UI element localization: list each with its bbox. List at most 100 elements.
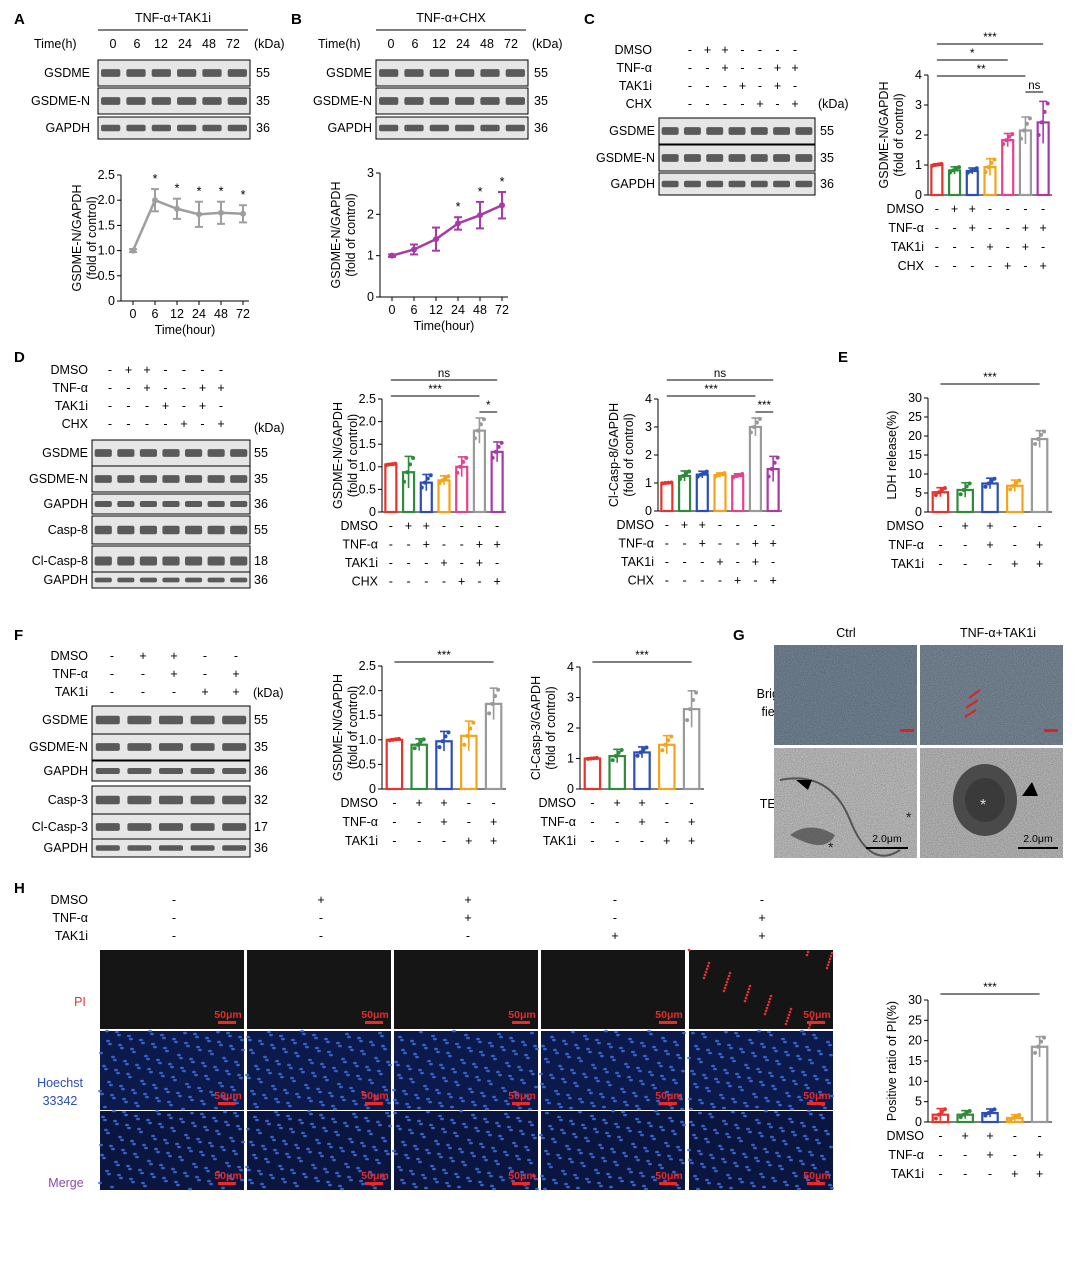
data-point: [644, 745, 649, 750]
condition-sign: +: [464, 911, 471, 925]
data-point: [989, 160, 994, 165]
data-point: [490, 701, 495, 706]
data-point: [954, 166, 959, 171]
condition-label: TAK1i: [345, 556, 378, 570]
blot-band: [505, 69, 525, 77]
data-point: [964, 484, 969, 489]
condition-sign: +: [490, 815, 497, 829]
condition-sign: -: [424, 575, 428, 589]
blot-band: [227, 124, 247, 132]
blot-band: [222, 768, 247, 774]
condition-sign: +: [699, 518, 706, 532]
data-point: [481, 417, 486, 422]
data-point: [440, 739, 445, 744]
sig-label: ***: [428, 384, 442, 396]
sig-mark: *: [197, 185, 202, 199]
data-point: [992, 476, 997, 481]
condition-sign: -: [705, 79, 709, 93]
blot-band: [190, 715, 215, 725]
blot-band: [127, 743, 152, 751]
data-point: [989, 1109, 994, 1114]
y-tick-label: 2: [567, 721, 574, 735]
y-tick-label: 4: [645, 392, 652, 406]
y-tick-label: 1.5: [98, 218, 115, 232]
data-point: [462, 742, 467, 747]
blot-band: [184, 475, 203, 483]
y-axis-label: LDH release(%): [885, 411, 899, 500]
condition-sign: -: [110, 649, 114, 663]
blot-band: [706, 180, 724, 188]
y-axis-label-2: (fold of control): [892, 93, 906, 176]
y-tick-label: 2.0: [98, 193, 115, 207]
time-label: 24: [456, 37, 470, 51]
blot-band: [117, 501, 135, 507]
data-point: [939, 1109, 944, 1114]
sig-mark: *: [478, 185, 483, 199]
blot-band: [706, 154, 724, 162]
data-point: [1004, 138, 1009, 143]
condition-sign: -: [1013, 1129, 1017, 1143]
condition-sign: -: [492, 796, 496, 810]
sig-label: ***: [437, 650, 451, 662]
condition-sign: -: [417, 815, 421, 829]
y-tick-label: 10: [908, 467, 922, 481]
data-point: [939, 161, 944, 166]
row-label-hoechst-number: 33342: [43, 1094, 78, 1108]
blot-band: [728, 127, 746, 135]
data-point: [1027, 116, 1032, 121]
condition-sign: -: [938, 538, 942, 552]
blot-band: [151, 69, 171, 77]
data-point: [1017, 478, 1022, 483]
condition-sign: -: [590, 796, 594, 810]
data-point: [490, 455, 495, 460]
band-label: GSDME-N: [29, 740, 88, 754]
condition-sign: +: [465, 834, 472, 848]
condition-label: CHX: [62, 417, 89, 431]
condition-sign: -: [319, 929, 323, 943]
microscopy-image: 50μm: [98, 1109, 245, 1191]
blot-band: [94, 577, 112, 583]
y-tick-label: 1.0: [98, 244, 115, 258]
data-point: [446, 730, 451, 735]
blot-band: [773, 180, 791, 188]
x-tick-label: 6: [411, 303, 418, 317]
condition-sign: -: [1038, 519, 1042, 533]
data-point: [1008, 487, 1013, 492]
y-tick-label: 25: [908, 410, 922, 424]
blot-band: [95, 795, 120, 805]
sig-label: ***: [704, 384, 718, 396]
scale-bar: [807, 1021, 825, 1024]
blot-band: [480, 124, 500, 132]
condition-sign: -: [718, 537, 722, 551]
data-point: [971, 167, 976, 172]
data-point: [958, 492, 963, 497]
condition-sign: -: [615, 815, 619, 829]
condition-sign: -: [392, 796, 396, 810]
data-point: [722, 471, 727, 476]
data-point: [1039, 120, 1044, 125]
blot-band: [455, 97, 475, 105]
panel-a-treatment: TNF-α+TAK1i: [135, 11, 211, 25]
data-point: [499, 202, 505, 209]
data-point: [1039, 432, 1044, 437]
blot-band: [750, 154, 768, 162]
time-label: 12: [154, 37, 168, 51]
condition-sign: -: [126, 399, 130, 413]
condition-sign: -: [495, 519, 499, 533]
blot-band: [379, 124, 399, 132]
condition-sign: +: [774, 61, 781, 75]
y-tick-label: 25: [908, 1013, 922, 1027]
data-point: [433, 236, 439, 243]
y-axis-label-2: (fold of control): [85, 196, 99, 279]
data-point: [989, 478, 994, 483]
kda-label: 36: [254, 841, 268, 855]
condition-sign: -: [1006, 221, 1010, 235]
condition-sign: -: [182, 381, 186, 395]
data-point: [1024, 121, 1029, 126]
scale-label: 50μm: [803, 1090, 830, 1102]
condition-sign: +: [217, 417, 224, 431]
data-point: [389, 252, 395, 259]
y-tick-label: 5: [915, 1095, 922, 1109]
x-tick-label: 12: [170, 307, 184, 321]
row-label-hoechst: Hoechst: [37, 1076, 83, 1090]
